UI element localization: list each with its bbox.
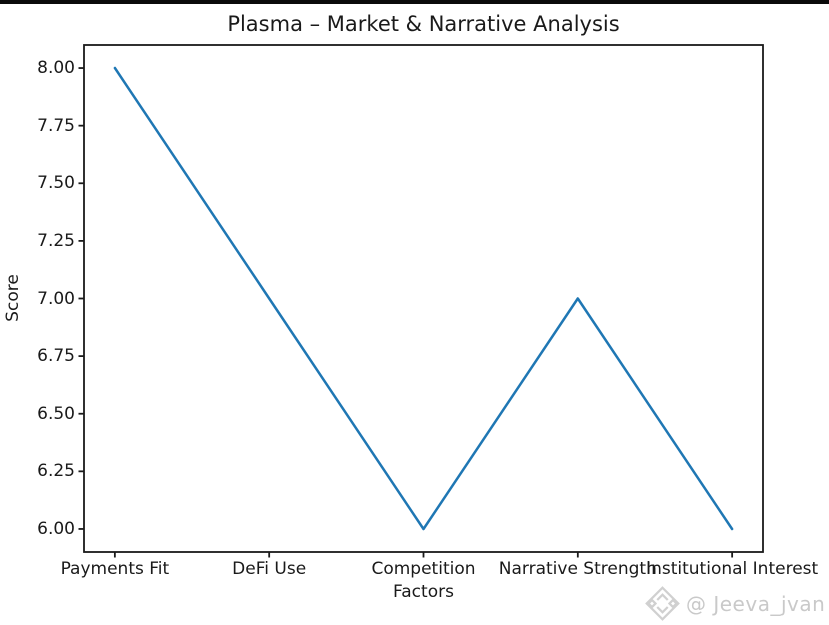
watermark: @ Jeeva_jvan <box>644 586 825 621</box>
y-tick-label: 7.50 <box>37 173 75 194</box>
x-tick-label: DeFi Use <box>232 559 307 579</box>
y-tick-label: 7.00 <box>37 288 75 309</box>
y-tick-label: 7.25 <box>37 230 75 251</box>
x-tick-label: Narrative Strength <box>498 559 657 579</box>
top-border <box>0 0 829 4</box>
plot-border <box>83 44 764 553</box>
y-tick-label: 6.50 <box>37 403 75 424</box>
x-axis-label: Factors <box>393 582 454 602</box>
y-tick-label: 8.00 <box>37 58 75 79</box>
x-tick-label: Payments Fit <box>60 559 170 579</box>
watermark-handle: @ Jeeva_jvan <box>686 591 826 616</box>
x-tick-label: Competition <box>371 559 476 579</box>
y-tick-label: 7.75 <box>37 115 75 136</box>
chart-title: Plasma – Market & Narrative Analysis <box>227 12 620 36</box>
y-tick-label: 6.00 <box>37 518 75 539</box>
y-tick-label: 6.75 <box>37 346 75 367</box>
x-tick-label: Institutional Interest <box>646 559 819 579</box>
y-tick-label: 6.25 <box>37 461 75 482</box>
diamond-logo-icon <box>645 586 680 621</box>
data-line <box>113 66 734 531</box>
